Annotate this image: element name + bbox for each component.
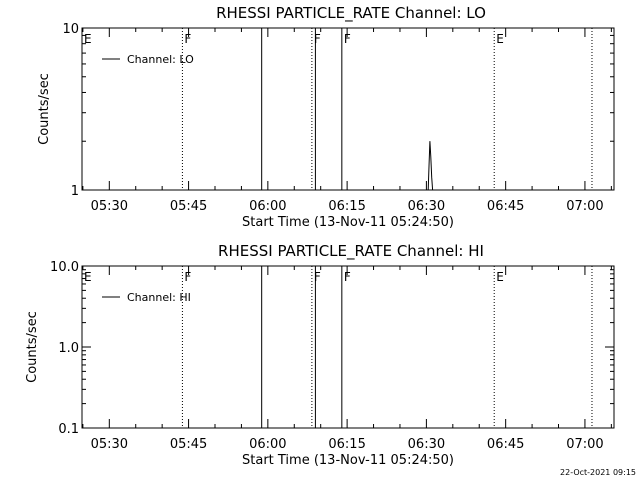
event-marker-label: E — [84, 270, 92, 284]
x-tick-label: 05:45 — [170, 437, 207, 452]
x-axis-label: Start Time (13-Nov-11 05:24:50) — [242, 215, 454, 230]
chart-title: RHESSI PARTICLE_RATE Channel: HI — [218, 242, 484, 261]
x-tick-label: 05:45 — [170, 199, 207, 214]
x-tick-label: 06:30 — [408, 437, 445, 452]
y-tick-label: 1 — [71, 184, 79, 199]
x-tick-label: 07:00 — [566, 199, 603, 214]
footer-timestamp: 22-Oct-2021 09:15 — [560, 468, 636, 477]
x-tick-label: 07:00 — [566, 437, 603, 452]
event-marker-label: F — [314, 270, 321, 284]
event-marker-label: F — [184, 32, 191, 46]
legend-label: Channel: LO — [127, 53, 194, 66]
chart-title: RHESSI PARTICLE_RATE Channel: LO — [216, 4, 486, 23]
event-marker-label: E — [84, 32, 92, 46]
y-tick-label: 10 — [62, 22, 79, 37]
event-marker-label: F — [314, 32, 321, 46]
x-tick-label: 06:15 — [328, 199, 365, 214]
panel-hi: RHESSI PARTICLE_RATE Channel: HI 05:30 05:… — [25, 242, 615, 468]
event-marker-label: F — [344, 32, 351, 46]
y-tick-label: 1.0 — [58, 341, 79, 356]
x-tick-label: 05:30 — [91, 199, 128, 214]
y-axis-label: Counts/sec — [25, 311, 40, 383]
x-tick-label: 06:45 — [487, 199, 524, 214]
event-marker-label: F — [344, 270, 351, 284]
x-tick-label: 06:45 — [487, 437, 524, 452]
event-marker-label: E — [496, 270, 504, 284]
x-tick-label: 06:15 — [328, 437, 365, 452]
x-tick-label: 05:30 — [91, 437, 128, 452]
y-axis-label: Counts/sec — [37, 73, 52, 145]
legend-label: Channel: HI — [127, 291, 191, 304]
y-tick-label: 0.1 — [58, 422, 79, 437]
event-marker-label: E — [496, 32, 504, 46]
y-tick-label: 10.0 — [50, 260, 79, 275]
x-tick-label: 06:00 — [249, 199, 286, 214]
x-tick-label: 06:00 — [249, 437, 286, 452]
event-marker-label: F — [184, 270, 191, 284]
x-tick-label: 06:30 — [408, 199, 445, 214]
x-axis-label: Start Time (13-Nov-11 05:24:50) — [242, 453, 454, 468]
series-line — [426, 141, 434, 191]
panel-lo: RHESSI PARTICLE_RATE Channel: LO 05:30 05:… — [37, 4, 615, 230]
